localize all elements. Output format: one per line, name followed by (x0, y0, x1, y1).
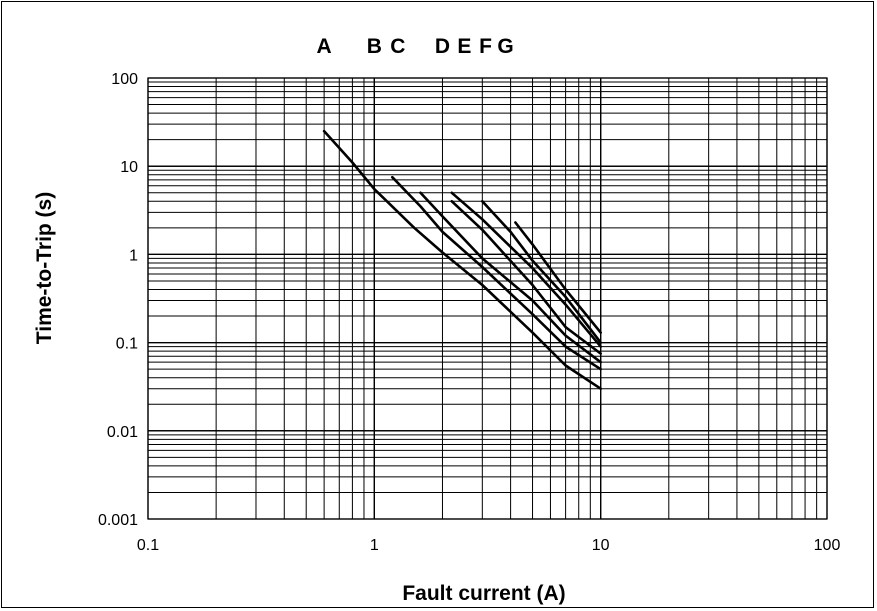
x-axis-title: Fault current (A) (402, 582, 565, 605)
series-line-7 (514, 221, 603, 334)
series-line-5 (450, 191, 603, 348)
series-line-2 (390, 175, 603, 371)
y-tick-labels: 100 10 1 0.1 0.01 0.001 (98, 71, 138, 529)
x-tick-label: 100 (814, 537, 841, 554)
series-layer (322, 129, 603, 391)
series-line-4 (450, 200, 603, 355)
curve-label-f: F (479, 35, 492, 58)
y-tick-label: 0.001 (98, 512, 138, 529)
x-tick-labels: 0.1 1 10 100 (137, 537, 841, 554)
x-tick-label: 1 (370, 537, 379, 554)
curve-label-d: D (435, 35, 450, 58)
y-tick-label: 100 (111, 71, 138, 88)
curve-label-g: G (497, 35, 513, 58)
plot-area-border (147, 77, 828, 520)
y-tick-label: 0.01 (107, 424, 138, 441)
series-line-1 (322, 129, 603, 391)
curve-label-e: E (457, 35, 471, 58)
x-tick-label: 0.1 (137, 537, 159, 554)
y-tick-label: 10 (120, 159, 138, 176)
curve-label-a: A (317, 35, 332, 58)
series-line-3 (419, 191, 603, 364)
y-axis-title: Time-to-Trip (s) (33, 192, 56, 344)
curve-label-b: B (367, 35, 382, 58)
curve-label-c: C (390, 35, 405, 58)
y-tick-label: 1 (129, 247, 138, 264)
plot-area-background (148, 78, 827, 519)
series-line-6 (480, 200, 603, 344)
y-tick-label: 0.1 (116, 336, 138, 353)
x-tick-label: 10 (592, 537, 610, 554)
